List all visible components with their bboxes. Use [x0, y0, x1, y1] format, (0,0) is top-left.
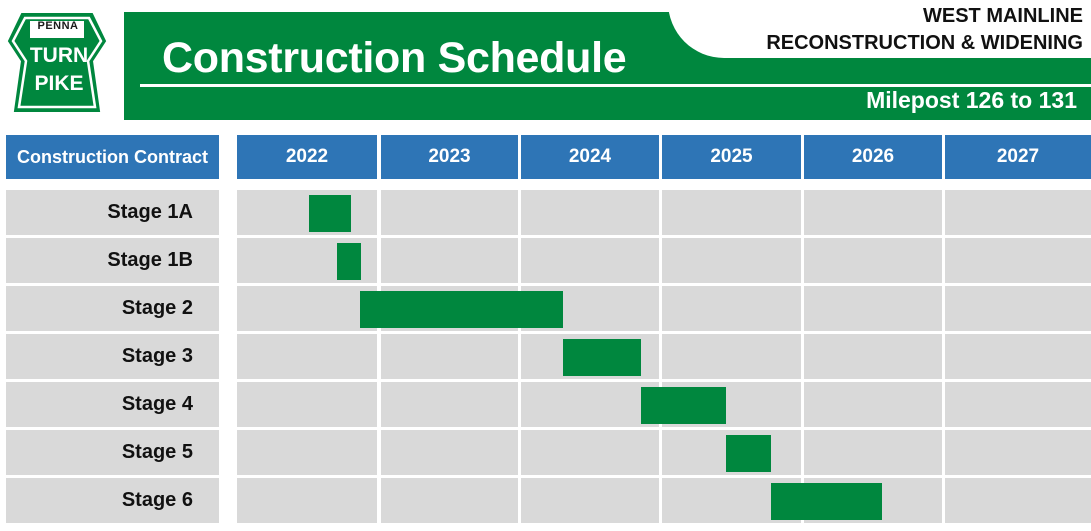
construction-contract-header: Construction Contract	[6, 135, 219, 179]
gantt-bar	[725, 435, 772, 472]
grid-cell	[945, 430, 1091, 475]
grid-cell	[381, 190, 518, 235]
gantt-bar	[640, 387, 726, 424]
grid-cell	[804, 190, 942, 235]
task-label: Stage 1A	[6, 190, 219, 235]
task-label: Stage 5	[6, 430, 219, 475]
project-name-line1: WEST MAINLINE	[923, 5, 1083, 27]
grid-cell	[521, 238, 659, 283]
grid-cell	[804, 238, 942, 283]
logo-text-turn: TURN	[29, 44, 89, 67]
year-header-2025: 2025	[662, 135, 801, 179]
grid-cell	[662, 334, 801, 379]
gantt-bar	[563, 339, 641, 376]
grid-cell	[804, 382, 942, 427]
grid-cell	[237, 478, 377, 523]
grid-cell	[945, 382, 1091, 427]
year-header-2027: 2027	[945, 135, 1091, 179]
grid-cell	[662, 286, 801, 331]
grid-cell	[237, 334, 377, 379]
grid-cell	[381, 478, 518, 523]
logo-text-penna: PENNA	[37, 20, 79, 32]
task-label: Stage 2	[6, 286, 219, 331]
grid-cell	[521, 478, 659, 523]
grid-cell	[237, 430, 377, 475]
grid-cell	[381, 430, 518, 475]
task-label: Stage 6	[6, 478, 219, 523]
header-divider-line	[140, 84, 1091, 87]
page-title: Construction Schedule	[162, 34, 627, 82]
year-header-2026: 2026	[804, 135, 942, 179]
grid-cell	[804, 334, 942, 379]
grid-cell	[381, 334, 518, 379]
task-label: Stage 3	[6, 334, 219, 379]
grid-cell	[945, 190, 1091, 235]
gantt-bar	[308, 195, 352, 232]
gantt-bar	[771, 483, 882, 520]
grid-cell	[804, 286, 942, 331]
gantt-bar	[337, 243, 362, 280]
task-label: Stage 1B	[6, 238, 219, 283]
year-header-2024: 2024	[521, 135, 659, 179]
grid-cell	[381, 382, 518, 427]
logo-text-pike: PIKE	[34, 72, 84, 95]
milepost-range: Milepost 126 to 131	[866, 87, 1077, 113]
grid-cell	[662, 238, 801, 283]
year-header-2022: 2022	[237, 135, 377, 179]
grid-cell	[804, 430, 942, 475]
grid-cell	[521, 382, 659, 427]
grid-cell	[945, 478, 1091, 523]
grid-cell	[237, 382, 377, 427]
year-header-2023: 2023	[381, 135, 518, 179]
header-corner-cutout	[668, 0, 1091, 58]
turnpike-keystone-logo-icon	[7, 13, 107, 112]
grid-cell	[945, 334, 1091, 379]
grid-cell	[521, 430, 659, 475]
gantt-bar	[359, 291, 564, 328]
grid-cell	[662, 190, 801, 235]
grid-cell	[945, 238, 1091, 283]
grid-cell	[381, 238, 518, 283]
project-name-line2: RECONSTRUCTION & WIDENING	[766, 32, 1083, 54]
grid-cell	[521, 190, 659, 235]
grid-cell	[237, 190, 377, 235]
grid-cell	[237, 286, 377, 331]
task-label: Stage 4	[6, 382, 219, 427]
grid-cell	[945, 286, 1091, 331]
